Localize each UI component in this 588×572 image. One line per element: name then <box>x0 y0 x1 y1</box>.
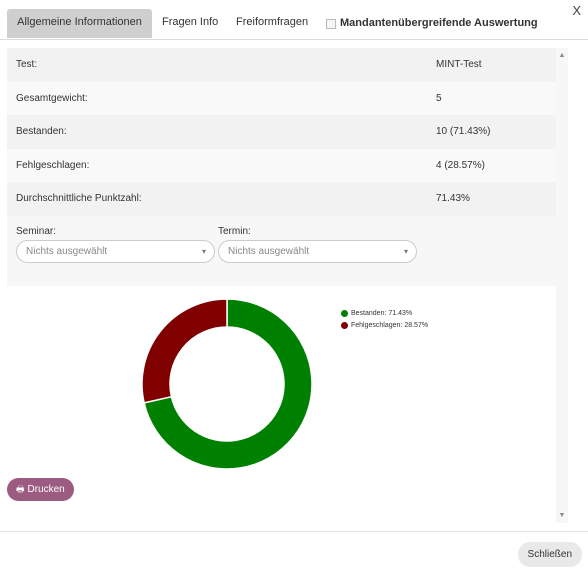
row-value: 71.43% <box>436 193 470 205</box>
scroll-down-icon[interactable]: ▼ <box>558 512 566 519</box>
table-row: Durchschnittliche Punktzahl: 71.43% <box>7 182 568 216</box>
table-row: Fehlgeschlagen: 4 (28.57%) <box>7 148 568 182</box>
tab-content: Test: MINT-Test Gesamtgewicht: 5 Bestand… <box>7 48 568 523</box>
seminar-select-value: Nichts ausgewählt <box>26 246 108 257</box>
termin-select[interactable]: Nichts ausgewählt ▾ <box>218 240 417 263</box>
termin-label: Termin: <box>218 226 251 237</box>
print-button-label: Drucken <box>27 484 65 495</box>
table-row: Test: MINT-Test <box>7 48 568 82</box>
seminar-filter: Seminar: Nichts ausgewählt ▾ <box>16 226 215 263</box>
table-row: Bestanden: 10 (71.43%) <box>7 115 568 149</box>
close-dialog-icon[interactable]: X <box>572 3 581 18</box>
donut-chart <box>141 298 313 470</box>
cross-tenant-checkbox[interactable] <box>326 18 336 29</box>
footer-divider <box>0 531 588 532</box>
termin-select-value: Nichts ausgewählt <box>228 246 310 257</box>
row-label: Fehlgeschlagen: <box>16 159 90 171</box>
tab-questions-info[interactable]: Fragen Info <box>162 16 219 28</box>
tab-freeform-questions[interactable]: Freiformfragen <box>236 16 309 28</box>
row-label: Test: <box>16 59 38 71</box>
termin-filter: Termin: Nichts ausgewählt ▾ <box>218 226 417 263</box>
row-value: MINT-Test <box>436 59 482 71</box>
cross-tenant-toggle[interactable]: Mandantenübergreifende Auswertung <box>326 9 538 38</box>
printer-icon: 🖶 <box>16 484 25 494</box>
filter-panel: Seminar: Nichts ausgewählt ▾ Termin: Nic… <box>7 216 568 286</box>
scrollbar[interactable]: ▲ ▼ <box>556 48 568 523</box>
row-value: 10 (71.43%) <box>436 126 491 138</box>
row-value: 4 (28.57%) <box>436 159 485 171</box>
cross-tenant-label: Mandantenübergreifende Auswertung <box>340 17 538 29</box>
donut-slice-passed <box>143 298 313 470</box>
chevron-down-icon: ▾ <box>201 247 206 256</box>
legend-label: Bestanden: 71.43% <box>351 310 413 317</box>
donut-slice-failed <box>141 298 228 404</box>
scroll-up-icon[interactable]: ▲ <box>558 52 566 59</box>
close-button[interactable]: Schließen <box>517 542 582 567</box>
seminar-label: Seminar: <box>16 226 57 237</box>
legend-label: Fehlgeschlagen: 28.57% <box>351 322 429 329</box>
result-chart-area: Bestanden: 71.43% Fehlgeschlagen: 28.57%… <box>7 286 568 523</box>
seminar-select[interactable]: Nichts ausgewählt ▾ <box>16 240 215 263</box>
row-value: 5 <box>436 92 442 104</box>
tab-bar: Allgemeine Informationen Fragen Info Fre… <box>0 9 588 40</box>
table-row: Gesamtgewicht: 5 <box>7 81 568 115</box>
legend-item: Bestanden: 71.43% <box>341 310 428 317</box>
tab-general-info[interactable]: Allgemeine Informationen <box>7 9 152 38</box>
chart-legend: Bestanden: 71.43% Fehlgeschlagen: 28.57% <box>341 310 428 334</box>
print-button[interactable]: 🖶 Drucken <box>7 478 74 501</box>
chevron-down-icon: ▾ <box>403 247 408 256</box>
info-table: Test: MINT-Test Gesamtgewicht: 5 Bestand… <box>7 48 568 216</box>
legend-swatch-failed <box>341 322 348 329</box>
row-label: Durchschnittliche Punktzahl: <box>16 193 142 205</box>
row-label: Bestanden: <box>16 126 67 138</box>
legend-swatch-passed <box>341 310 348 317</box>
row-label: Gesamtgewicht: <box>16 92 88 104</box>
legend-item: Fehlgeschlagen: 28.57% <box>341 322 428 329</box>
